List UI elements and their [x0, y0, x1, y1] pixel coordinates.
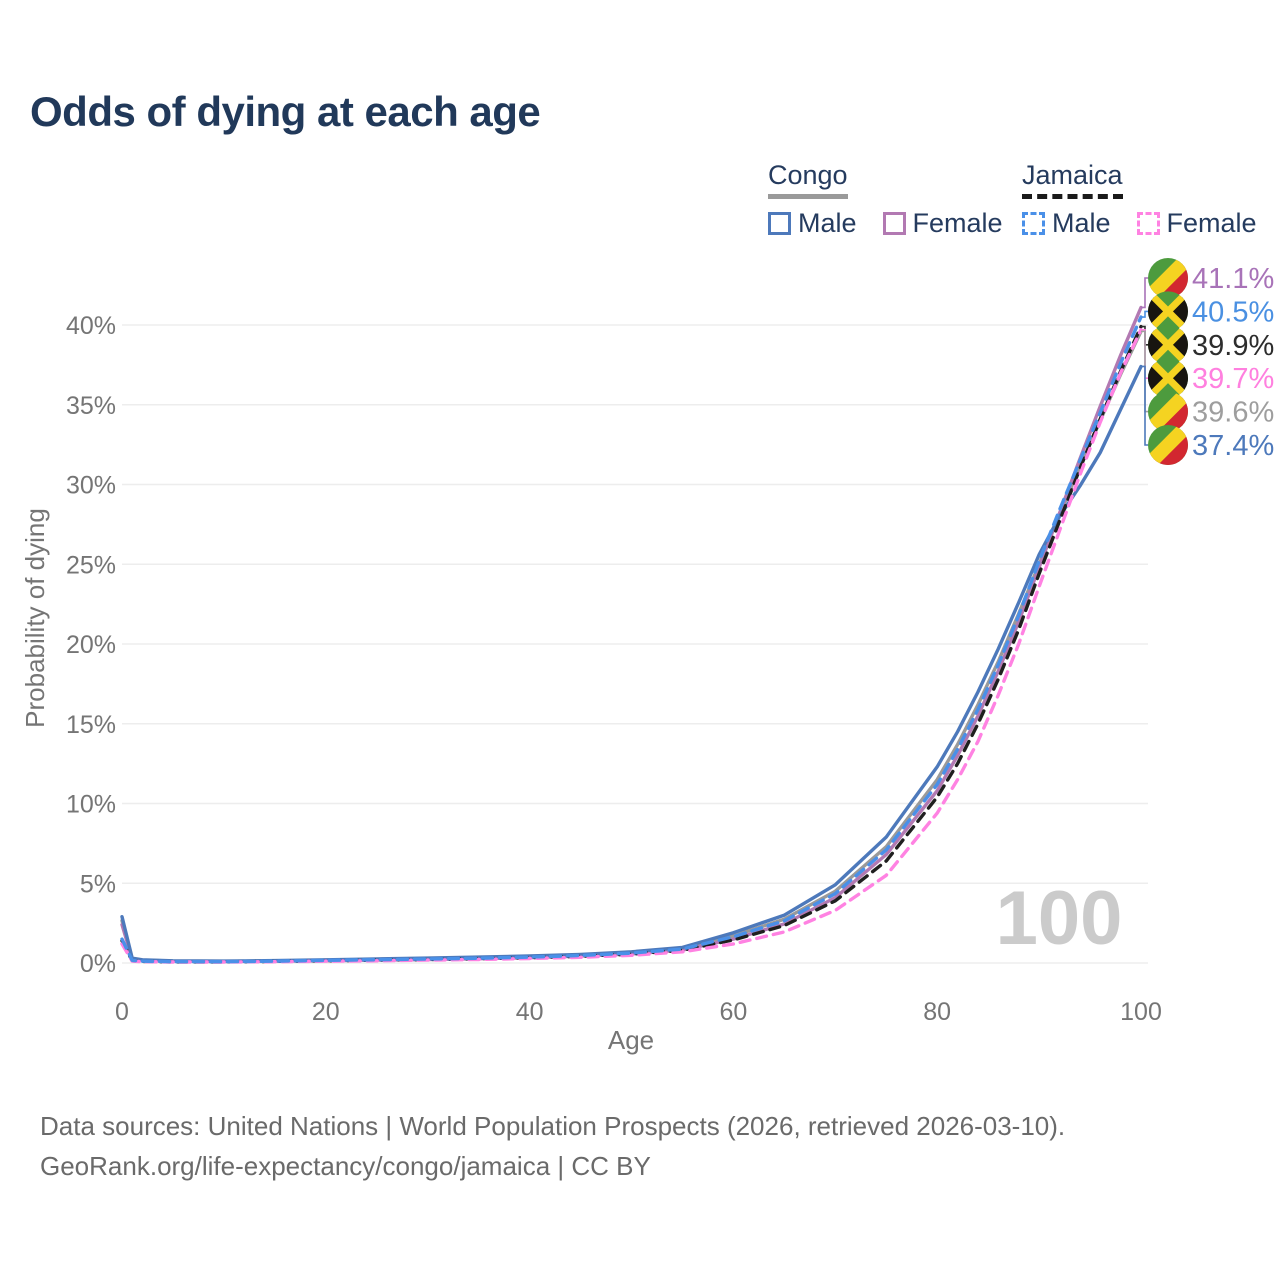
x-tick-label: 40: [516, 998, 544, 1026]
x-axis-title: Age: [608, 1025, 654, 1055]
end-value-label: 39.9%: [1192, 330, 1274, 362]
page-title: Odds of dying at each age: [30, 88, 541, 135]
y-tick-label: 0%: [80, 950, 116, 978]
legend-item-label: Male: [1052, 208, 1111, 238]
y-tick-label: 25%: [66, 551, 116, 579]
legend-item-label: Female: [1166, 208, 1257, 238]
legend-group-congo: Congo Male Female: [768, 160, 1003, 239]
jamaica-female-swatch-icon: [1136, 212, 1160, 235]
leader-line: [1141, 365, 1148, 446]
leader-line: [1141, 310, 1148, 318]
series-line-congo-both[interactable]: [120, 329, 1143, 964]
data-sources-text: Data sources: United Nations | World Pop…: [40, 1111, 1066, 1141]
y-tick-label: 10%: [66, 791, 116, 819]
end-value-label: 37.4%: [1192, 430, 1274, 462]
x-tick-label: 20: [312, 998, 340, 1026]
legend-item-jamaica-female[interactable]: Female: [1136, 208, 1257, 239]
congo-female-swatch-icon: [882, 212, 906, 235]
legend-item-label: Male: [798, 208, 857, 238]
jamaica-male-swatch-icon: [1022, 212, 1045, 235]
y-tick-label: 20%: [66, 631, 116, 659]
legend-item-label: Female: [912, 208, 1003, 238]
x-tick-label: 100: [1120, 998, 1162, 1026]
x-tick-label: 0: [115, 998, 129, 1026]
end-value-label: 39.6%: [1192, 397, 1274, 429]
end-value-label: 40.5%: [1192, 296, 1274, 328]
series-line-jamaica-female[interactable]: [120, 328, 1143, 964]
legend-country-congo[interactable]: Congo: [768, 160, 848, 199]
end-value-label: 41.1%: [1192, 263, 1274, 295]
series-line-congo-female[interactable]: [120, 305, 1143, 964]
leader-line: [1141, 277, 1148, 309]
legend-item-congo-male[interactable]: Male: [768, 208, 857, 239]
legend-group-jamaica: Jamaica Male Female: [1022, 160, 1257, 239]
footer: Data sources: United Nations | World Pop…: [40, 1106, 1065, 1186]
x-tick-label: 80: [923, 998, 951, 1026]
y-tick-label: 30%: [66, 472, 116, 500]
y-tick-label: 5%: [80, 870, 116, 898]
attribution-text: GeoRank.org/life-expectancy/congo/jamaic…: [40, 1151, 651, 1181]
legend-item-congo-female[interactable]: Female: [882, 208, 1003, 239]
end-value-label: 39.7%: [1192, 363, 1274, 395]
legend-item-jamaica-male[interactable]: Male: [1022, 208, 1111, 239]
congo-flag-icon: [1148, 425, 1188, 465]
hover-age-watermark: 100: [996, 876, 1123, 961]
y-tick-label: 15%: [66, 711, 116, 739]
series-line-jamaica-male[interactable]: [120, 315, 1143, 964]
series-line-congo-male[interactable]: [120, 364, 1143, 963]
x-tick-label: 60: [719, 998, 747, 1026]
y-tick-label: 40%: [66, 312, 116, 340]
y-axis-title: Probability of dying: [20, 508, 50, 728]
series-line-jamaica-both[interactable]: [120, 324, 1143, 964]
y-tick-label: 35%: [66, 392, 116, 420]
congo-male-swatch-icon: [768, 212, 791, 235]
legend-country-jamaica[interactable]: Jamaica: [1022, 160, 1123, 199]
